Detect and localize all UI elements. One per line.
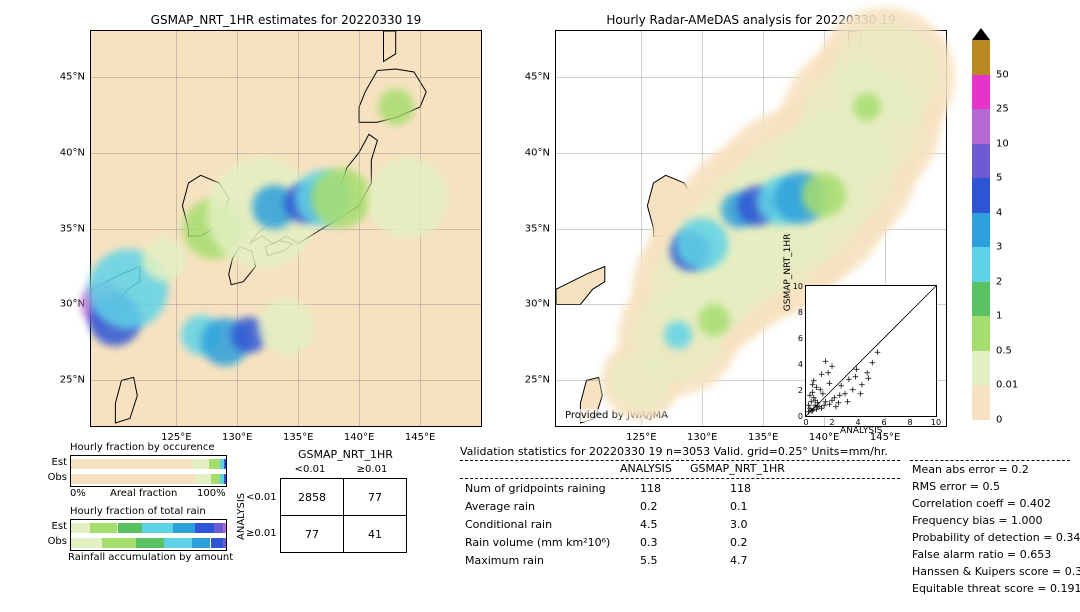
svg-text:8: 8	[798, 308, 803, 317]
svg-text:+: +	[857, 390, 865, 400]
svg-text:+: +	[849, 386, 857, 396]
stats2-dash	[910, 460, 1070, 461]
svg-text:4: 4	[798, 360, 803, 369]
hbar1-axis-label: Areal fraction	[110, 488, 177, 499]
hbar1-axis-r: 100%	[197, 488, 226, 499]
svg-text:+: +	[852, 373, 860, 383]
svg-text:+: +	[865, 374, 873, 384]
map-left: GSMAP_NRT_1HR estimates for 20220330 19 …	[90, 30, 482, 427]
svg-text:2: 2	[829, 418, 834, 427]
ct-11: 41	[344, 516, 407, 553]
svg-text:+: +	[844, 397, 852, 407]
hbar2-title: Hourly fraction of total rain	[70, 506, 206, 517]
svg-text:10: 10	[793, 282, 803, 291]
svg-text:10: 10	[931, 418, 941, 427]
scatter-xlabel: ANALYSIS	[840, 426, 882, 436]
hbar1-title: Hourly fraction by occurence	[70, 442, 214, 453]
ct-10: 77	[281, 516, 344, 553]
ctable-rowhead-1: ≥0.01	[246, 528, 277, 539]
svg-text:+: +	[818, 370, 826, 380]
ctable-colhead-1: ≥0.01	[342, 464, 402, 475]
ctable-title: GSMAP_NRT_1HR	[298, 448, 393, 461]
svg-text:6: 6	[798, 334, 803, 343]
valid-dash2	[460, 478, 900, 479]
hbar1: EstObs	[70, 455, 227, 487]
valid-dash1	[460, 460, 900, 461]
hbar1-axis-l: 0%	[70, 488, 86, 499]
contingency-table: 285877 7741	[280, 478, 407, 553]
scatter-ylabel: GSMAP_NRT_1HR	[783, 234, 793, 312]
ct-00: 2858	[281, 479, 344, 516]
scatter-inset: 00224466881010++++++++++++++++++++++++++…	[805, 285, 937, 417]
valid-colhead-a: ANALYSIS	[620, 462, 672, 475]
svg-text:+: +	[828, 362, 836, 372]
scatter-svg: 00224466881010++++++++++++++++++++++++++…	[806, 286, 936, 416]
ct-01: 77	[344, 479, 407, 516]
svg-text:+: +	[810, 377, 818, 387]
svg-text:0: 0	[803, 418, 808, 427]
svg-text:+: +	[869, 358, 877, 368]
svg-text:+: +	[874, 348, 882, 358]
hbar2-footer: Rainfall accumulation by amount	[68, 552, 233, 563]
svg-text:+: +	[836, 391, 844, 401]
ctable-side: ANALYSIS	[236, 493, 247, 540]
valid-colhead-g: GSMAP_NRT_1HR	[690, 462, 785, 475]
svg-text:+: +	[832, 403, 840, 413]
ctable-rowhead-0: <0.01	[246, 492, 277, 503]
svg-text:2: 2	[798, 386, 803, 395]
svg-text:+: +	[822, 357, 830, 367]
svg-text:0: 0	[798, 412, 803, 421]
ctable-colhead-0: <0.01	[280, 464, 340, 475]
valid-title: Validation statistics for 20220330 19 n=…	[460, 445, 888, 458]
svg-text:8: 8	[907, 418, 912, 427]
svg-text:+: +	[826, 379, 834, 389]
colorbar: 00.010.512345102550	[972, 40, 990, 420]
hbar2: EstObs	[70, 519, 227, 551]
map-left-title: GSMAP_NRT_1HR estimates for 20220330 19	[91, 13, 481, 27]
